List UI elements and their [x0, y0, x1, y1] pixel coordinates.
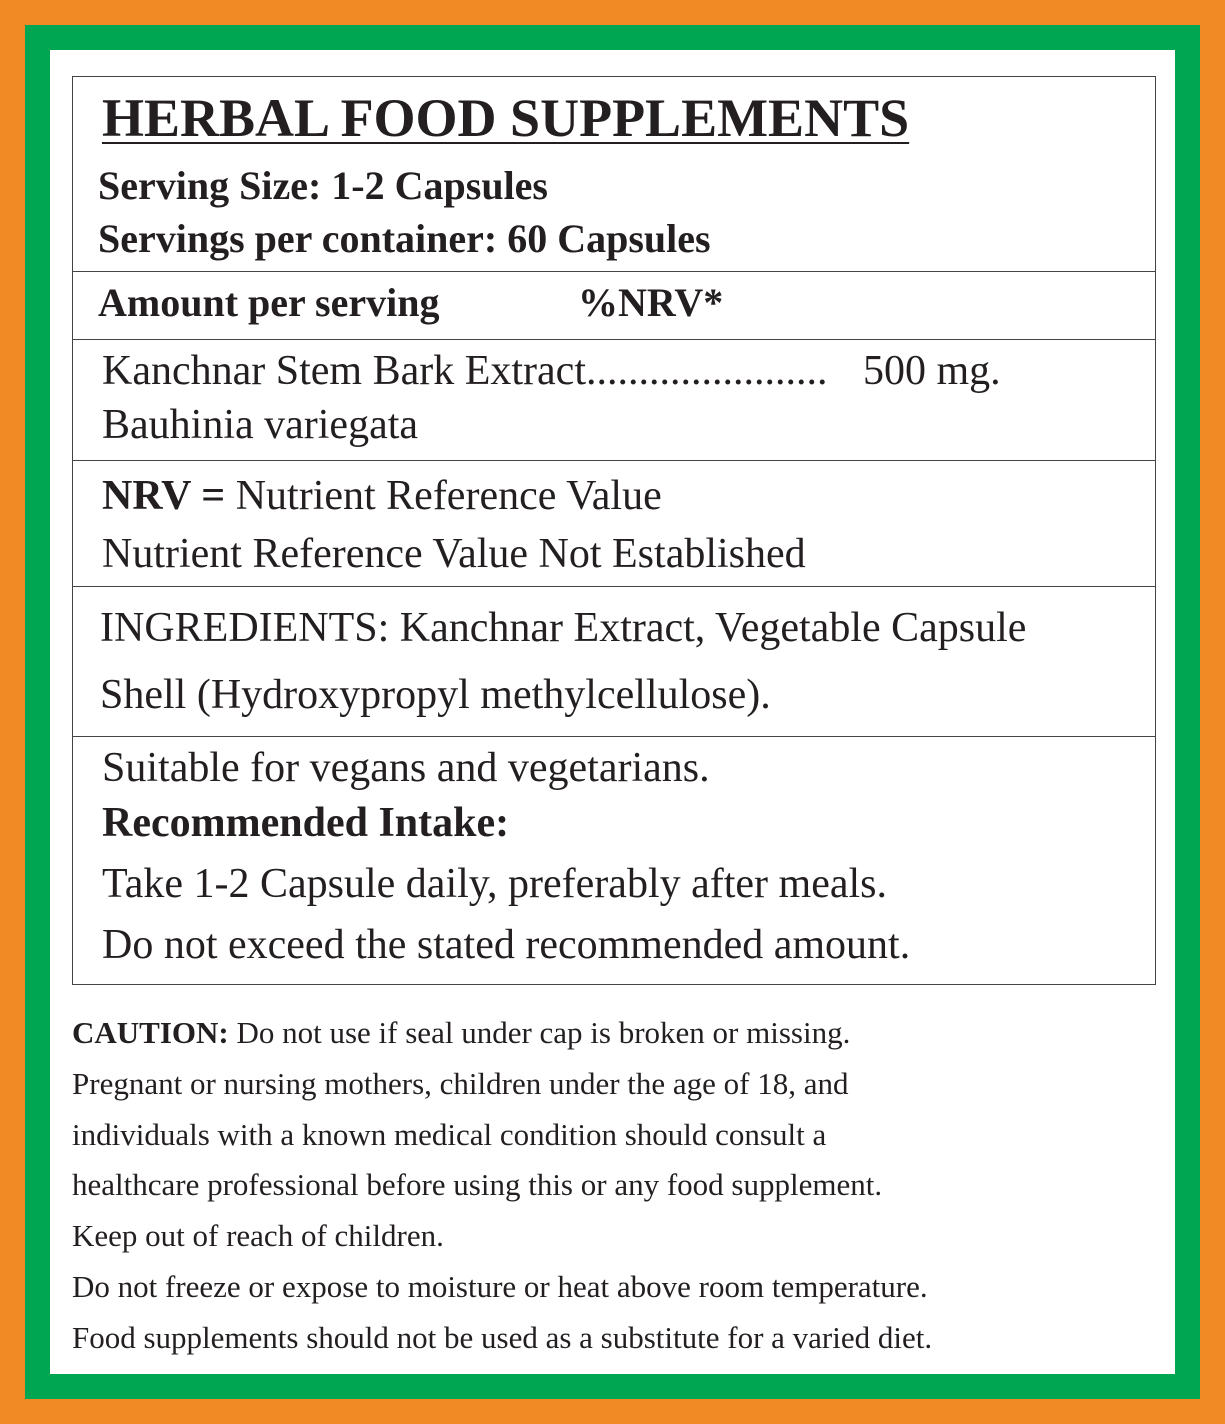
caution-line: individuals with a known medical conditi…: [72, 1116, 827, 1152]
intake-line-1: Take 1-2 Capsule daily, preferably after…: [102, 861, 887, 907]
caution-line: healthcare professional before using thi…: [72, 1167, 883, 1203]
caution-line: CAUTION: Do not use if seal under cap is…: [72, 1008, 932, 1059]
ingredients-line-1: INGREDIENTS: Kanchnar Extract, Vegetable…: [100, 605, 1027, 651]
nrv-note: Nutrient Reference Value Not Established: [102, 531, 806, 577]
amount-label: Amount per serving: [98, 280, 440, 325]
caution-text: CAUTION: Do not use if seal under cap is…: [72, 1008, 932, 1364]
header-row: HERBAL FOOD SUPPLEMENTS Serving Size: 1-…: [73, 77, 1155, 272]
suitable-text: Suitable for vegans and vegetarians.: [102, 745, 710, 791]
ingredients-line-2: Shell (Hydroxypropyl methylcellulose).: [100, 672, 771, 718]
servings-per-container: Servings per container: 60 Capsules: [98, 216, 711, 261]
nrv-term: NRV =: [102, 473, 226, 519]
nrv-label: %NRV*: [578, 280, 724, 325]
caution-line: Food supplements should not be used as a…: [72, 1319, 933, 1355]
serving-size: Serving Size: 1-2 Capsules: [98, 163, 548, 208]
amount-row: Amount per serving %NRV*: [73, 271, 1155, 340]
supplement-facts-table: HERBAL FOOD SUPPLEMENTS Serving Size: 1-…: [72, 76, 1156, 985]
label-panel: [50, 50, 1175, 1374]
ingredient-row: Kanchnar Stem Bark Extract..............…: [73, 339, 1155, 461]
caution-line-1: Do not use if seal under cap is broken o…: [236, 1015, 851, 1050]
caution-label: CAUTION:: [72, 1015, 229, 1050]
ingredients-row: INGREDIENTS: Kanchnar Extract, Vegetable…: [73, 586, 1155, 737]
nrv-row: NRV = Nutrient Reference Value Nutrient …: [73, 460, 1155, 587]
intake-row: Suitable for vegans and vegetarians. Rec…: [73, 736, 1155, 986]
botanical-name: Bauhinia variegata: [102, 402, 419, 448]
ingredient-name: Kanchnar Stem Bark Extract..............…: [102, 348, 828, 394]
nrv-definition-text: Nutrient Reference Value: [235, 473, 662, 519]
ingredient-amount: 500 mg.: [863, 348, 1001, 394]
caution-line: Pregnant or nursing mothers, children un…: [72, 1065, 849, 1101]
page-title: HERBAL FOOD SUPPLEMENTS: [102, 88, 910, 148]
caution-line: Keep out of reach of children.: [72, 1218, 444, 1254]
intake-heading: Recommended Intake:: [102, 800, 510, 846]
caution-line: Do not freeze or expose to moisture or h…: [72, 1268, 928, 1304]
nrv-definition: NRV = Nutrient Reference Value: [102, 472, 662, 520]
intake-line-2: Do not exceed the stated recommended amo…: [102, 922, 911, 968]
